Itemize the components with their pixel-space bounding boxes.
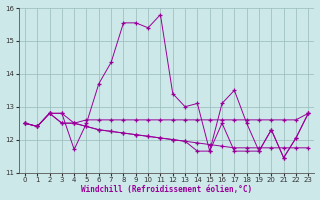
X-axis label: Windchill (Refroidissement éolien,°C): Windchill (Refroidissement éolien,°C) bbox=[81, 185, 252, 194]
